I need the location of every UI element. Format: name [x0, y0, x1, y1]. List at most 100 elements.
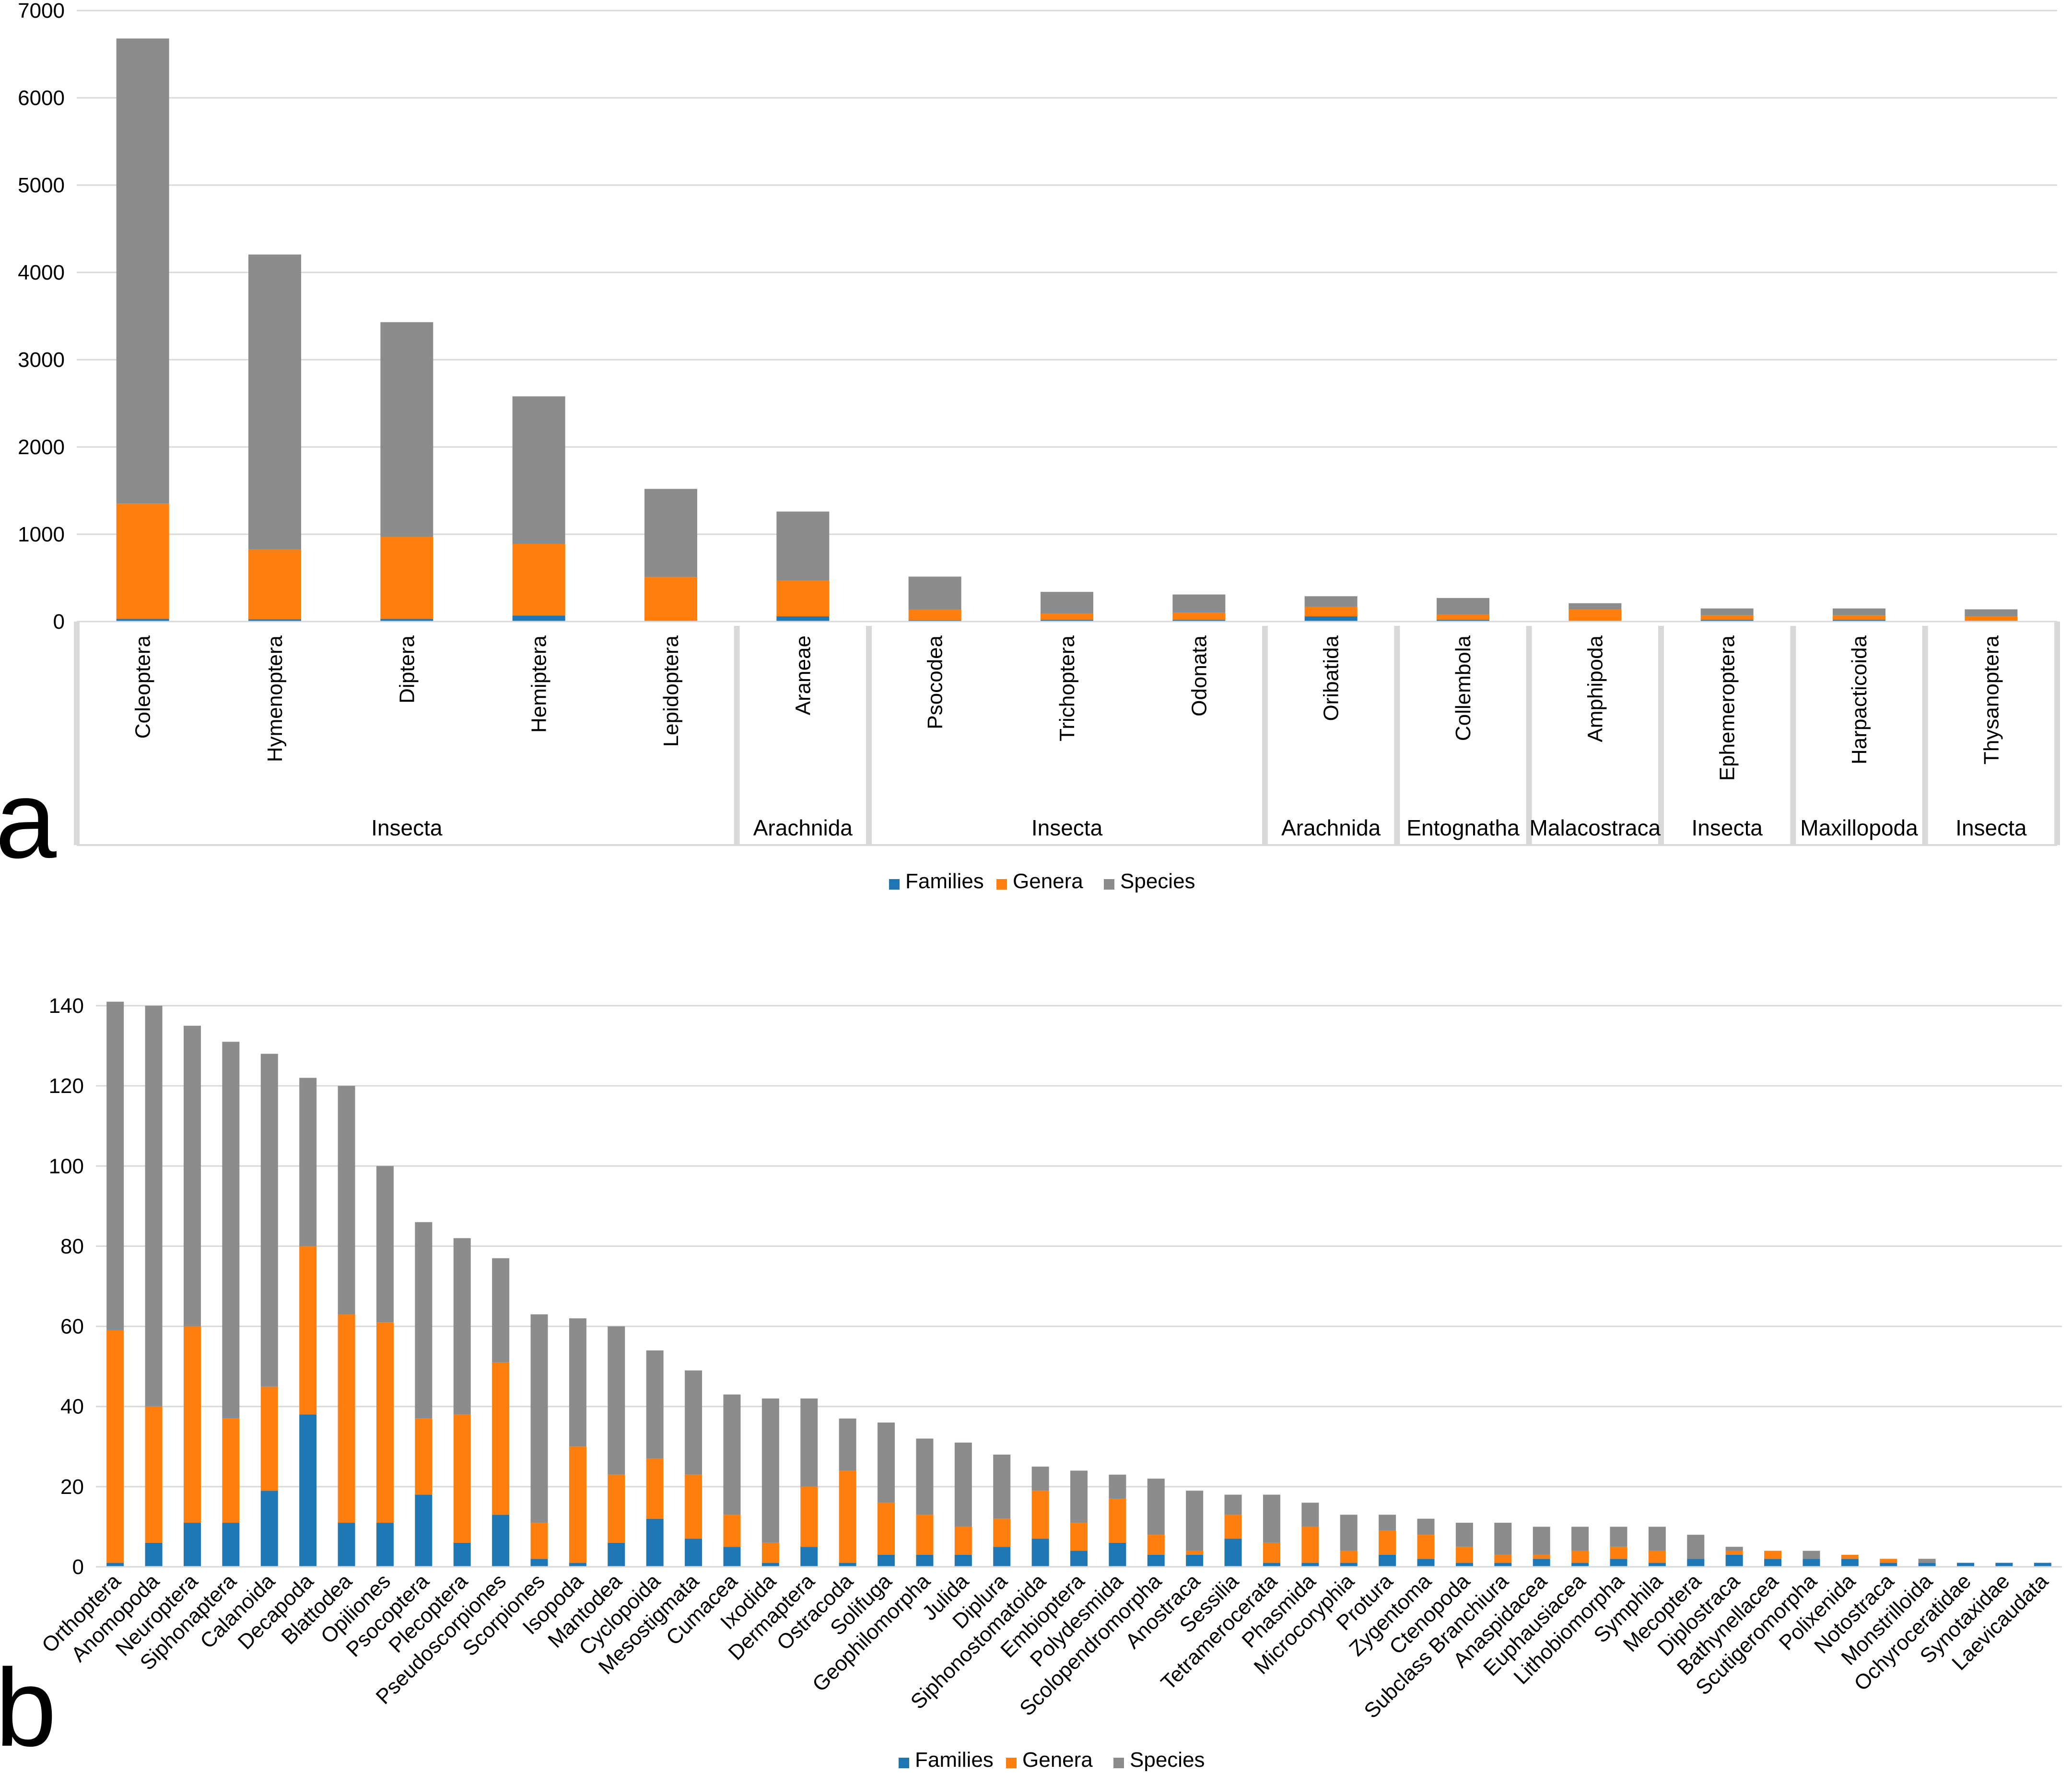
bar-families: [761, 1563, 779, 1567]
bar-species: [1109, 1474, 1126, 1499]
bar-genera: [646, 1458, 664, 1519]
legend-genera-swatch: [1006, 1758, 1017, 1768]
bar-families: [1304, 616, 1358, 622]
bar-species: [1301, 1503, 1319, 1527]
bar-families: [1379, 1554, 1396, 1567]
bar-species: [1687, 1535, 1705, 1559]
bar-species: [646, 1350, 664, 1459]
bar-genera: [1301, 1527, 1319, 1563]
bar-genera: [145, 1406, 163, 1543]
category-label: Trichoptera: [1055, 635, 1079, 741]
bar-families: [1725, 1554, 1743, 1567]
bar-genera: [380, 537, 433, 619]
bar-species: [1186, 1491, 1204, 1551]
bar-genera: [908, 610, 961, 621]
bar-families: [878, 1554, 895, 1567]
category-label: Psocodea: [924, 635, 947, 729]
bar-genera: [916, 1515, 934, 1555]
bar-genera: [530, 1523, 548, 1559]
category-label: Collembola: [1452, 635, 1475, 741]
bar-species: [800, 1398, 818, 1487]
y-tick-label: 4000: [18, 261, 65, 284]
bar-species: [839, 1418, 856, 1471]
category-label: Oribatida: [1320, 635, 1343, 721]
category-label: Amphipoda: [1583, 635, 1607, 742]
bar-species: [415, 1222, 433, 1419]
group-label: Entognatha: [1406, 815, 1520, 840]
bar-genera: [776, 580, 830, 617]
bar-species: [453, 1238, 471, 1415]
bar-families: [2034, 1563, 2051, 1567]
bar-genera: [1340, 1551, 1358, 1563]
bar-families: [1494, 1563, 1512, 1567]
bar-families: [1455, 1563, 1473, 1567]
category-label: Thysanoptera: [1979, 635, 2003, 764]
bar-genera: [1263, 1542, 1280, 1563]
bar-genera: [512, 544, 565, 616]
bar-families: [530, 1559, 548, 1567]
bar-families: [1031, 1539, 1049, 1567]
bar-genera: [222, 1418, 240, 1523]
bar-genera: [993, 1518, 1011, 1547]
bar-families: [916, 1554, 934, 1567]
bar-species: [1070, 1470, 1088, 1523]
bar-species: [380, 322, 433, 537]
bar-species: [1965, 609, 2018, 617]
group-label: Insecta: [1692, 815, 1763, 840]
bar-genera: [299, 1246, 317, 1415]
category-label: Diptera: [395, 635, 419, 703]
bar-species: [116, 38, 169, 504]
bar-families: [338, 1523, 355, 1567]
bar-species: [183, 1025, 201, 1327]
bar-genera: [1304, 607, 1358, 617]
bar-species: [106, 1001, 124, 1330]
y-tick-label: 120: [49, 1074, 84, 1098]
bar-families: [1648, 1563, 1666, 1567]
bar-species: [1263, 1494, 1280, 1543]
bar-families: [453, 1542, 471, 1567]
legend-families-label: Families: [915, 1748, 994, 1772]
category-label: Coleoptera: [131, 635, 155, 739]
bar-families: [1803, 1559, 1820, 1567]
y-tick-label: 20: [60, 1475, 84, 1499]
bar-genera: [1379, 1530, 1396, 1555]
y-tick-label: 100: [49, 1154, 84, 1178]
bar-species: [1571, 1527, 1589, 1551]
bar-genera: [1172, 612, 1226, 620]
panel-label-a: a: [0, 758, 57, 881]
bar-genera: [248, 549, 301, 620]
bar-species: [376, 1166, 394, 1323]
bar-species: [145, 1006, 163, 1407]
legend-species-swatch: [1113, 1758, 1124, 1768]
bar-genera: [492, 1362, 510, 1515]
y-tick-label: 60: [60, 1315, 84, 1339]
category-label: Harpacticoida: [1848, 635, 1871, 764]
bar-species: [1340, 1515, 1358, 1551]
bar-species: [1224, 1494, 1242, 1515]
bar-genera: [569, 1446, 586, 1563]
legend-genera-label: Genera: [1013, 869, 1083, 893]
bar-species: [222, 1042, 240, 1419]
y-tick-label: 1000: [18, 523, 65, 546]
bar-families: [1918, 1563, 1936, 1567]
bar-genera: [954, 1527, 972, 1555]
bar-species: [492, 1258, 510, 1363]
y-tick-label: 0: [53, 610, 65, 634]
bar-families: [299, 1414, 317, 1567]
bar-families: [1263, 1563, 1280, 1567]
legend-genera-label: Genera: [1022, 1748, 1093, 1772]
bar-genera: [1041, 613, 1093, 620]
category-label: Hymenoptera: [263, 635, 287, 762]
bar-genera: [1648, 1551, 1666, 1563]
bar-families: [1610, 1559, 1627, 1567]
y-tick-label: 40: [60, 1395, 84, 1419]
bar-species: [260, 1054, 278, 1386]
bar-families: [954, 1554, 972, 1567]
bar-species: [1803, 1551, 1820, 1559]
bar-families: [1700, 620, 1754, 622]
bar-families: [685, 1539, 702, 1567]
bar-families: [569, 1563, 586, 1567]
bar-genera: [1764, 1551, 1782, 1559]
bar-genera: [723, 1515, 741, 1547]
bar-genera: [1494, 1554, 1512, 1563]
